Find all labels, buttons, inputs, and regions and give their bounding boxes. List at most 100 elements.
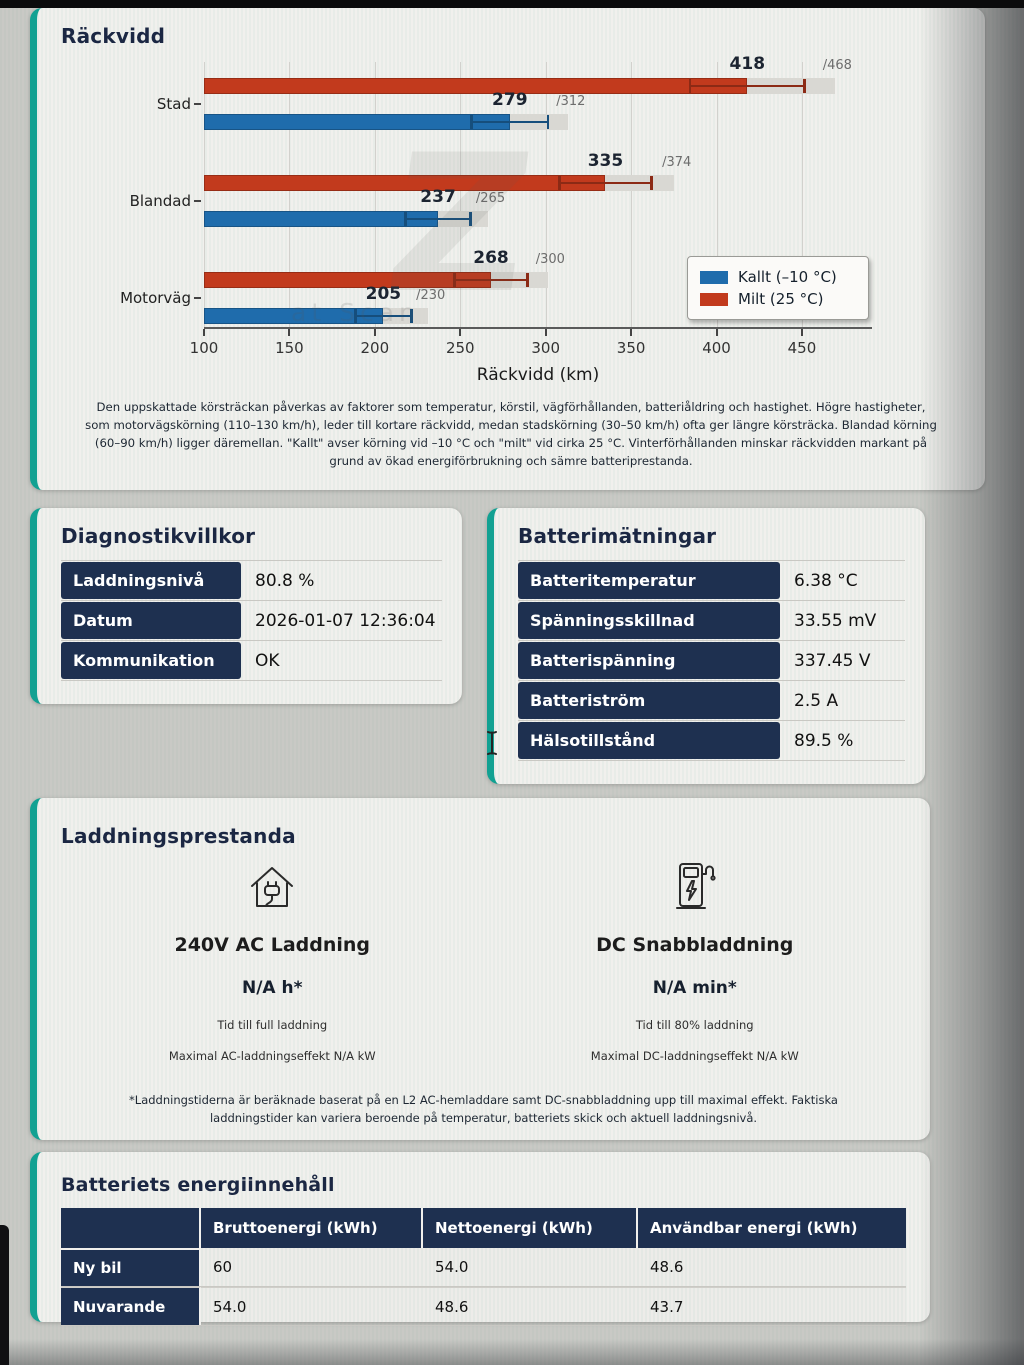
bar-value-label: 335 xyxy=(587,151,624,171)
cell-value: 48.6 xyxy=(423,1287,638,1325)
whisker-cap xyxy=(688,79,692,93)
bar-value-label: 268 xyxy=(473,248,509,268)
x-tick xyxy=(373,329,376,336)
text-cursor-icon xyxy=(484,729,500,761)
whisker-cap xyxy=(546,115,550,129)
row-value: 2026-01-07 12:36:04 xyxy=(255,610,436,631)
cell-value: 54.0 xyxy=(435,1258,469,1276)
range-bar xyxy=(204,272,492,288)
row-label: Batterispänning xyxy=(518,642,780,679)
ac-charging-column: 240V AC Laddning N/A h* Tid till full la… xyxy=(61,862,484,1063)
x-tick xyxy=(544,329,547,336)
row-value: 337.45 V xyxy=(794,650,871,671)
y-tick xyxy=(194,200,201,202)
bar-value-label: 205 xyxy=(365,284,402,304)
chart-legend: Kallt (–10 °C) Milt (25 °C) xyxy=(687,256,869,320)
row-value: OK xyxy=(255,650,280,671)
x-tick-label: 150 xyxy=(275,339,304,357)
whisker-cap xyxy=(470,115,473,129)
whisker-cap xyxy=(354,309,357,323)
range-bar xyxy=(204,78,748,94)
gridline xyxy=(374,62,376,327)
diagnostics-title: Diagnostikvillkor xyxy=(61,524,256,548)
gridline xyxy=(716,62,718,327)
x-axis-title: Räckvidd (km) xyxy=(476,365,600,385)
whisker-cap xyxy=(650,176,653,190)
whisker-cap xyxy=(410,309,413,323)
watermark-glyph: Z xyxy=(375,114,545,335)
gridline xyxy=(289,62,291,327)
table-row: Datum 2026-01-07 12:36:04 xyxy=(61,601,442,641)
energy-card: Batteriets energiinnehåll Bruttoenergi (… xyxy=(30,1152,930,1326)
error-whisker xyxy=(405,217,471,221)
bar-max-label: /468 xyxy=(822,58,852,73)
category-label: Blandad xyxy=(129,192,191,210)
battery-table: Batteritemperatur 6.38 °C Spänningsskill… xyxy=(518,560,905,761)
bar-value-label: 418 xyxy=(729,54,766,74)
row-label: Datum xyxy=(61,602,241,639)
mild-series-swatch-icon xyxy=(700,292,728,306)
table-header-row: Bruttoenergi (kWh) Nettoenergi (kWh) Anv… xyxy=(61,1208,906,1248)
diagnostics-card: Diagnostikvillkor Laddningsnivå 80.8 % D… xyxy=(30,508,462,704)
range-bar xyxy=(204,114,510,130)
y-tick xyxy=(194,103,201,105)
dc-time-value: N/A min* xyxy=(652,978,737,998)
error-whisker xyxy=(355,314,412,318)
energy-table: Bruttoenergi (kWh) Nettoenergi (kWh) Anv… xyxy=(61,1208,906,1326)
dc-max-power: Maximal DC-laddningseffekt N/A kW xyxy=(590,1049,799,1063)
table-row: Spänningsskillnad 33.55 mV xyxy=(518,601,905,641)
cell-value: 43.7 xyxy=(638,1287,906,1325)
whisker-cap xyxy=(526,273,529,287)
error-whisker xyxy=(559,181,652,185)
x-tick-label: 450 xyxy=(787,339,817,357)
gridline xyxy=(631,62,633,327)
table-row: Batteriström 2.5 A xyxy=(518,681,905,721)
ac-time-value: N/A h* xyxy=(241,978,303,998)
legend-item-cold: Kallt (–10 °C) xyxy=(700,266,856,288)
whisker-cap xyxy=(803,79,806,93)
gridline xyxy=(460,62,462,327)
x-tick xyxy=(800,329,803,336)
x-tick-label: 250 xyxy=(445,339,475,357)
range-card: Räckvidd Z at Scan Räckvidd (km) Kallt (… xyxy=(30,8,985,490)
table-row: Ny bil 60 54.0 48.6 xyxy=(61,1248,906,1287)
bar-max-label: /374 xyxy=(662,155,692,170)
whisker-cap xyxy=(453,273,456,287)
row-value: 80.8 % xyxy=(255,570,315,591)
row-label: Ny bil xyxy=(61,1248,201,1286)
ac-heading: 240V AC Laddning xyxy=(174,934,371,956)
x-tick xyxy=(630,329,633,336)
photo-edge-bottom-left xyxy=(0,1225,9,1365)
range-description: Den uppskattade körsträckan påverkas av … xyxy=(85,400,937,469)
row-label: Kommunikation xyxy=(61,642,241,679)
dc-caption: Tid till 80% laddning xyxy=(635,1018,754,1032)
table-row: Laddningsnivå 80.8 % xyxy=(61,561,442,601)
cold-series-swatch-icon xyxy=(700,270,728,284)
row-label: Nuvarande xyxy=(61,1287,201,1325)
dc-fast-charger-icon xyxy=(484,862,907,912)
cell-value: 54.0 xyxy=(201,1287,423,1325)
ac-caption: Tid till full laddning xyxy=(217,1018,328,1032)
table-row: Batteritemperatur 6.38 °C xyxy=(518,561,905,601)
row-value: 6.38 °C xyxy=(794,570,858,591)
legend-label-mild: Milt (25 °C) xyxy=(738,290,824,308)
table-row: Nuvarande 54.0 48.6 43.7 xyxy=(61,1287,906,1326)
bar-value-label: 237 xyxy=(420,187,456,207)
whisker-cap xyxy=(469,212,472,226)
row-label: Batteritemperatur xyxy=(518,562,780,599)
header-cell xyxy=(61,1208,201,1248)
home-charging-icon xyxy=(61,862,484,912)
row-label: Laddningsnivå xyxy=(61,562,241,599)
bar-max-label: /312 xyxy=(556,94,586,109)
range-bar xyxy=(204,211,439,227)
cell-value: 48.6 xyxy=(650,1258,684,1276)
range-bar xyxy=(204,308,384,324)
y-tick xyxy=(194,297,201,299)
dc-heading: DC Snabbladdning xyxy=(596,934,794,956)
x-tick-label: 100 xyxy=(189,339,219,357)
header-cell: Bruttoenergi (kWh) xyxy=(201,1208,423,1248)
legend-item-mild: Milt (25 °C) xyxy=(700,288,856,310)
x-tick-label: 300 xyxy=(531,339,560,357)
diagnostics-table: Laddningsnivå 80.8 % Datum 2026-01-07 12… xyxy=(61,560,442,681)
